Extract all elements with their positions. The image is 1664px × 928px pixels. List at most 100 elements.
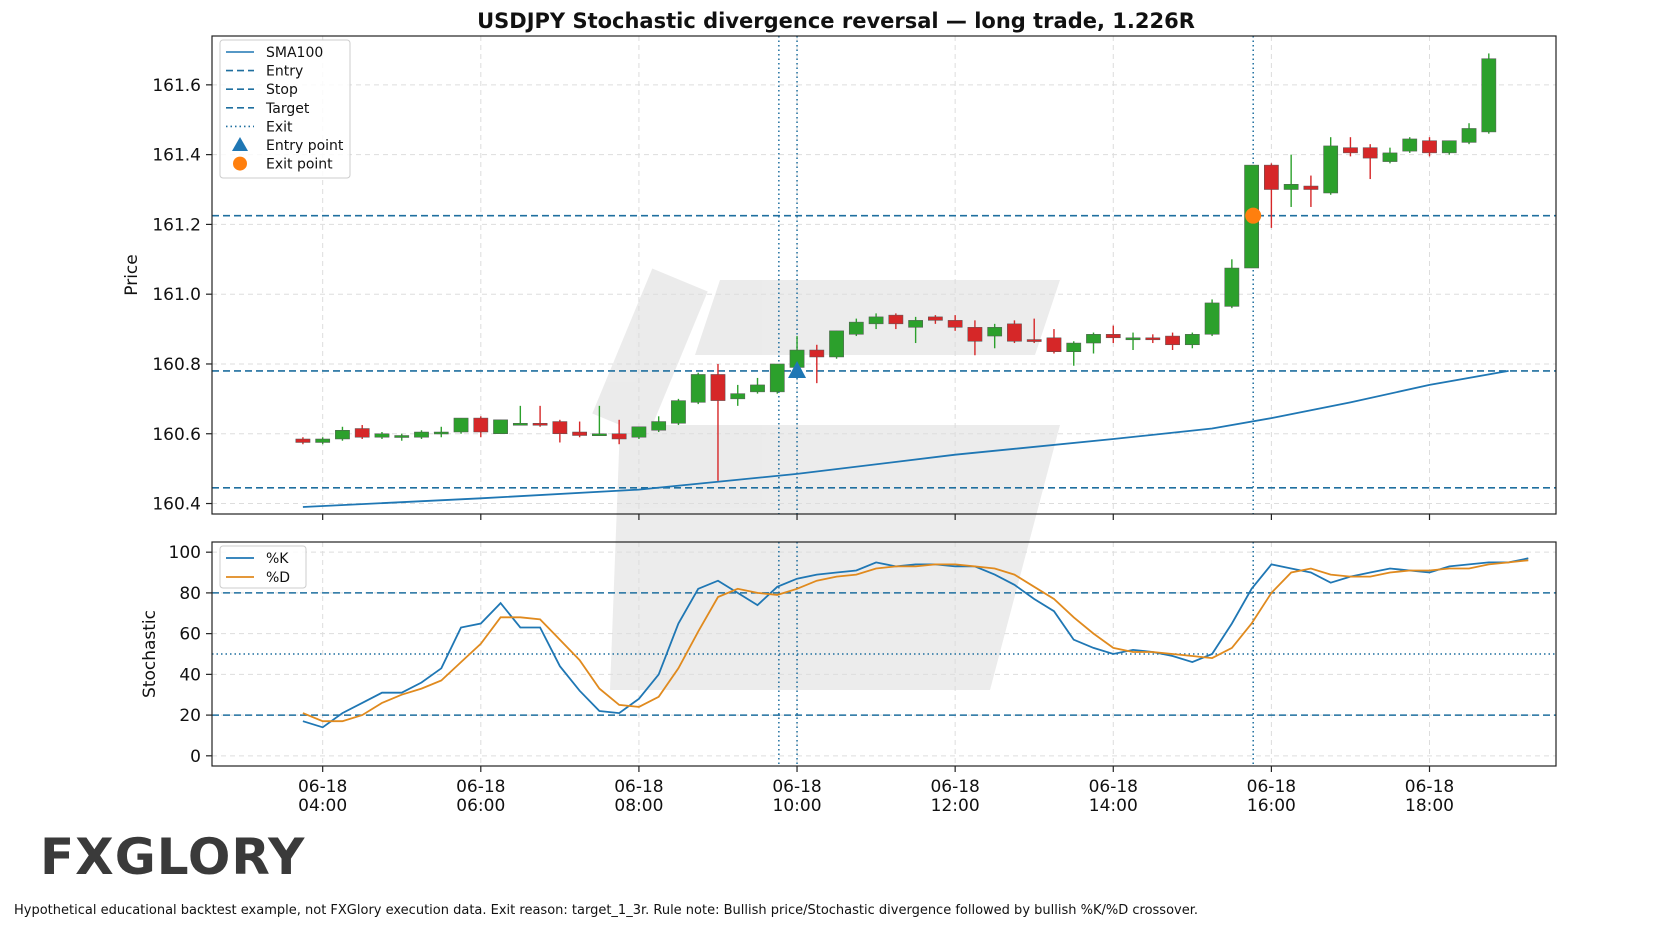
candle-body: [1145, 337, 1161, 341]
price-y-tick-label: 160.4: [152, 495, 201, 515]
candle-body: [572, 431, 587, 436]
candle-body: [592, 433, 607, 437]
x-tick-label-time: 06:00: [456, 796, 505, 816]
price-y-tick-label: 160.8: [152, 355, 201, 375]
price-y-ticks: 160.4 160.6 160.8 161.0 161.2 161.4 161.6: [152, 76, 212, 515]
stochastic-legend-label: %D: [266, 570, 290, 586]
stochastic-y-ticks: 0 20 40 60 80 100: [169, 543, 212, 767]
stochastic-y-tick-label: 80: [179, 584, 201, 604]
stochastic-y-tick-label: 60: [179, 625, 201, 645]
chart-title: USDJPY Stochastic divergence reversal — …: [477, 9, 1195, 33]
candle-body: [512, 423, 528, 426]
stochastic-y-tick-label: 20: [179, 706, 201, 726]
stochastic-legend-label: %K: [266, 551, 289, 567]
stochastic-legend: %K %D: [219, 545, 307, 589]
candlesticks: [295, 53, 1497, 481]
candle-body: [493, 419, 508, 435]
candle-body: [532, 423, 548, 426]
candle-body: [829, 330, 844, 358]
price-legend-label: Entry: [266, 64, 303, 80]
stochastic-legend-box: [219, 545, 307, 589]
candle-body: [769, 363, 785, 393]
x-tick-label-date: 06-18: [614, 777, 663, 797]
candle-body: [414, 431, 429, 438]
entry-point-marker: [788, 360, 807, 378]
candle-body: [1066, 342, 1082, 353]
k-line: [302, 557, 1529, 729]
footer-disclaimer: Hypothetical educational backtest exampl…: [14, 903, 1198, 918]
candle-body: [651, 421, 667, 431]
trade-level-lines: [212, 214, 1556, 489]
candle-body: [1362, 147, 1378, 159]
candle-body: [1105, 334, 1121, 339]
price-y-tick-label: 161.6: [152, 76, 201, 96]
stochastic-y-tick-label: 40: [179, 665, 201, 685]
price-legend-box: [219, 39, 351, 179]
candle-body: [1323, 145, 1339, 194]
x-tick-label-date: 06-18: [298, 777, 347, 797]
price-y-axis-label: Price: [122, 254, 142, 295]
x-tick-label-time: 18:00: [1405, 796, 1454, 816]
price-legend-label: Exit: [266, 119, 293, 135]
candle-body: [888, 314, 904, 325]
candle-body: [750, 384, 765, 393]
stochastic-axes-frame: [211, 541, 1557, 767]
x-tick-label-time: 08:00: [614, 796, 663, 816]
x-tick-label-date: 06-18: [930, 777, 979, 797]
d-line: [302, 559, 1529, 723]
candle-body: [848, 321, 864, 335]
candle-body: [987, 327, 1003, 337]
candle-body: [552, 421, 568, 435]
candle-body: [295, 438, 311, 443]
candle-body: [473, 417, 489, 433]
candle-body: [1125, 337, 1141, 341]
x-tick-label-date: 06-18: [1405, 777, 1454, 797]
x-tick-label-time: 10:00: [773, 796, 822, 816]
candle-body: [394, 435, 410, 438]
x-tick-label-date: 06-18: [456, 777, 505, 797]
candle-body: [1264, 164, 1279, 190]
price-x-ticks: [322, 514, 1431, 520]
price-legend-label: Entry point: [266, 138, 344, 154]
candle-body: [1441, 140, 1457, 154]
exit-point-marker: [1245, 207, 1262, 224]
candle-body: [1343, 147, 1358, 154]
candle-body: [1165, 335, 1180, 346]
candle-body: [1026, 339, 1042, 342]
fxglory-logo: FXGLORY: [40, 828, 306, 886]
candle-body: [1283, 184, 1299, 190]
candle-body: [710, 374, 726, 401]
x-tick-label-time: 14:00: [1089, 796, 1138, 816]
price-legend-label: Target: [265, 101, 310, 117]
candle-body: [1007, 323, 1022, 342]
x-tick-label-date: 06-18: [772, 777, 821, 797]
candle-body: [1303, 185, 1319, 190]
candle-body: [809, 349, 825, 358]
price-legend: SMA100 Entry Stop Target Exit Entry point Exit…: [219, 39, 351, 179]
candle-body: [1204, 302, 1220, 335]
candle-body: [631, 426, 647, 438]
price-legend-label: Stop: [266, 82, 298, 98]
candle-body: [1086, 334, 1101, 344]
price-y-tick-label: 161.4: [152, 146, 201, 166]
x-tick-label-time: 16:00: [1247, 796, 1296, 816]
price-legend-label: Exit point: [266, 157, 333, 173]
candle-body: [453, 417, 469, 433]
candle-body: [868, 316, 884, 325]
price-legend-label: SMA100: [266, 45, 323, 61]
price-y-tick-label: 160.6: [152, 425, 201, 445]
candle-body: [928, 316, 943, 321]
sma100-line: [302, 370, 1509, 508]
stochastic-y-tick-label: 0: [190, 747, 201, 767]
candle-body: [1461, 128, 1477, 143]
candle-body: [671, 400, 686, 424]
price-y-tick-label: 161.2: [152, 215, 201, 235]
candle-body: [1382, 152, 1398, 162]
candle-body: [908, 320, 923, 328]
candle-body: [690, 374, 706, 403]
price-axes-frame: [211, 35, 1557, 515]
x-tick-label-time: 04:00: [298, 796, 347, 816]
exit-vertical-lines: [778, 36, 1254, 514]
